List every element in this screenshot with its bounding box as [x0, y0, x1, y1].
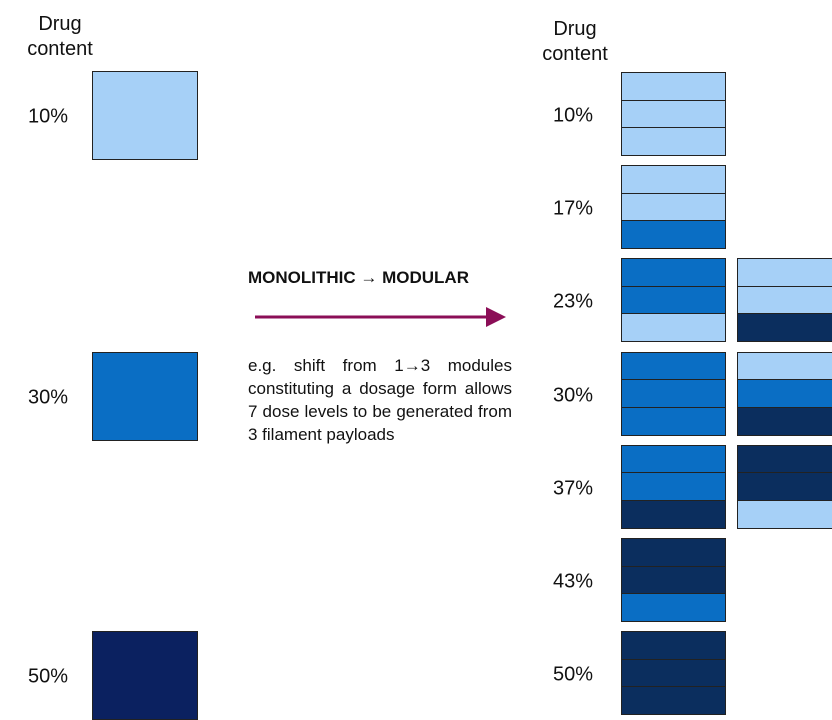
module — [621, 472, 726, 502]
module — [621, 593, 726, 622]
module — [621, 658, 726, 688]
module — [621, 99, 726, 129]
module — [621, 686, 726, 716]
module — [621, 565, 726, 595]
module — [737, 313, 832, 343]
module — [621, 351, 726, 381]
arrow — [255, 307, 506, 327]
content-label: 10% — [27, 105, 69, 128]
module-stack — [621, 72, 726, 156]
content-label: 37% — [552, 477, 594, 500]
content-label: 43% — [552, 570, 594, 593]
module — [737, 351, 832, 381]
left-header: Drug content — [27, 13, 93, 60]
content-label: 23% — [552, 290, 594, 313]
module-stack — [621, 165, 726, 250]
content-label: 50% — [552, 663, 594, 686]
monolithic-block — [92, 631, 198, 720]
module — [737, 379, 832, 409]
module-stack — [621, 258, 726, 343]
module — [737, 472, 832, 502]
module-stack — [737, 444, 832, 529]
module-stack — [621, 444, 726, 529]
module — [737, 499, 832, 529]
right-header: Drug content — [542, 18, 608, 65]
module — [737, 285, 832, 315]
module — [621, 258, 726, 288]
module — [621, 631, 726, 661]
module-stack — [621, 351, 726, 436]
monolithic-block — [92, 352, 198, 441]
module — [621, 313, 726, 343]
content-label: 10% — [552, 104, 594, 127]
content-label: 30% — [552, 384, 594, 407]
module-stack — [737, 258, 832, 343]
module — [621, 220, 726, 250]
module — [621, 406, 726, 436]
module — [621, 538, 726, 567]
content-label: 50% — [27, 665, 69, 688]
content-label: 30% — [27, 386, 69, 409]
module — [621, 499, 726, 529]
transition-title: MONOLITHIC → MODULAR — [248, 268, 469, 287]
module — [621, 444, 726, 474]
module — [621, 72, 726, 101]
description: e.g. shift from 1→3 modules constituting… — [248, 356, 512, 444]
module — [621, 165, 726, 195]
module — [621, 192, 726, 222]
module — [621, 127, 726, 156]
module-stack — [621, 538, 726, 622]
module-stack — [737, 351, 832, 436]
module — [737, 406, 832, 436]
module — [621, 285, 726, 315]
content-label: 17% — [552, 197, 594, 220]
module — [737, 444, 832, 474]
monolithic-block — [92, 71, 198, 160]
module — [737, 258, 832, 288]
module-stack — [621, 631, 726, 716]
module — [621, 379, 726, 409]
